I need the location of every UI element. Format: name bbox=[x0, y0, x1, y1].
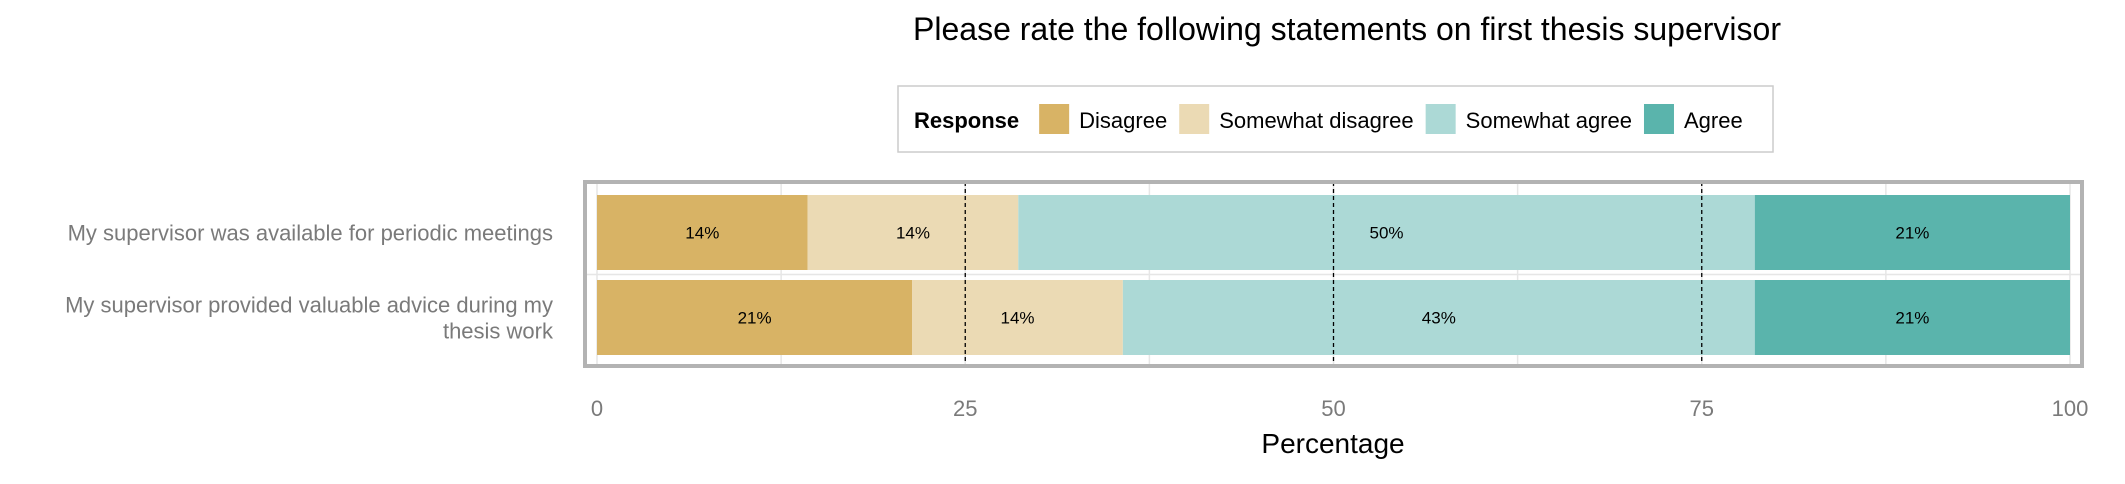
legend: Response Disagree Somewhat disagree Somewh… bbox=[897, 85, 1774, 153]
data-labels: 14% 14% 50% 21% 21% 14% 43% 21% bbox=[685, 224, 1929, 328]
legend-item: Somewhat disagree bbox=[1179, 104, 1414, 134]
category-labels: My supervisor was available for periodic… bbox=[65, 221, 554, 344]
x-tick-labels: 0 25 50 75 100 bbox=[591, 396, 2088, 421]
bar-segment bbox=[1018, 195, 1755, 270]
data-label: 14% bbox=[896, 224, 930, 243]
bar-segment bbox=[1754, 280, 2070, 355]
legend-label: Agree bbox=[1684, 108, 1743, 133]
category-label: thesis work bbox=[443, 319, 554, 344]
data-label: 14% bbox=[685, 224, 719, 243]
data-label: 21% bbox=[738, 309, 772, 328]
x-tick-label: 75 bbox=[1690, 396, 1714, 421]
panel-border bbox=[583, 180, 2084, 368]
plot-area: 14% 14% 50% 21% 21% 14% 43% 21% bbox=[583, 180, 2084, 368]
bar-segment bbox=[1754, 195, 2070, 270]
legend-item: Disagree bbox=[1039, 104, 1167, 134]
x-tick-label: 25 bbox=[953, 396, 977, 421]
bars bbox=[597, 195, 2070, 355]
bar-segment bbox=[1122, 280, 1755, 355]
category-label: My supervisor provided valuable advice d… bbox=[65, 293, 553, 318]
legend-swatch bbox=[1179, 104, 1210, 134]
legend-label: Somewhat agree bbox=[1466, 108, 1632, 133]
data-label: 21% bbox=[1895, 224, 1929, 243]
bar-segment bbox=[912, 280, 1123, 355]
legend-label: Somewhat disagree bbox=[1219, 108, 1413, 133]
reference-lines bbox=[964, 182, 1703, 366]
legend-items: Disagree Somewhat disagree Somewhat agree A… bbox=[1039, 104, 1743, 134]
legend-item: Somewhat agree bbox=[1425, 104, 1632, 134]
legend-swatch bbox=[1643, 104, 1674, 134]
chart-title: Please rate the following statements on … bbox=[913, 11, 1781, 47]
data-label: 14% bbox=[1001, 309, 1035, 328]
bar-row bbox=[597, 280, 2070, 355]
legend-swatch bbox=[1425, 104, 1456, 134]
x-tick-label: 50 bbox=[1321, 396, 1345, 421]
legend-label: Disagree bbox=[1079, 108, 1167, 133]
data-label: 43% bbox=[1422, 309, 1456, 328]
legend-title: Response bbox=[914, 108, 1019, 133]
legend-swatch bbox=[1039, 104, 1070, 134]
bar-segment bbox=[597, 280, 913, 355]
legend-item: Agree bbox=[1643, 104, 1743, 134]
data-label: 21% bbox=[1895, 309, 1929, 328]
data-label: 50% bbox=[1370, 224, 1404, 243]
bar-segment bbox=[597, 195, 808, 270]
x-tick-label: 100 bbox=[2052, 396, 2089, 421]
x-tick-label: 0 bbox=[591, 396, 603, 421]
bar-row bbox=[597, 195, 2070, 270]
panel-border-rect bbox=[583, 180, 2084, 368]
bar-segment bbox=[807, 195, 1019, 270]
category-label: My supervisor was available for periodic… bbox=[68, 221, 553, 246]
x-axis-title: Percentage bbox=[1261, 428, 1404, 459]
